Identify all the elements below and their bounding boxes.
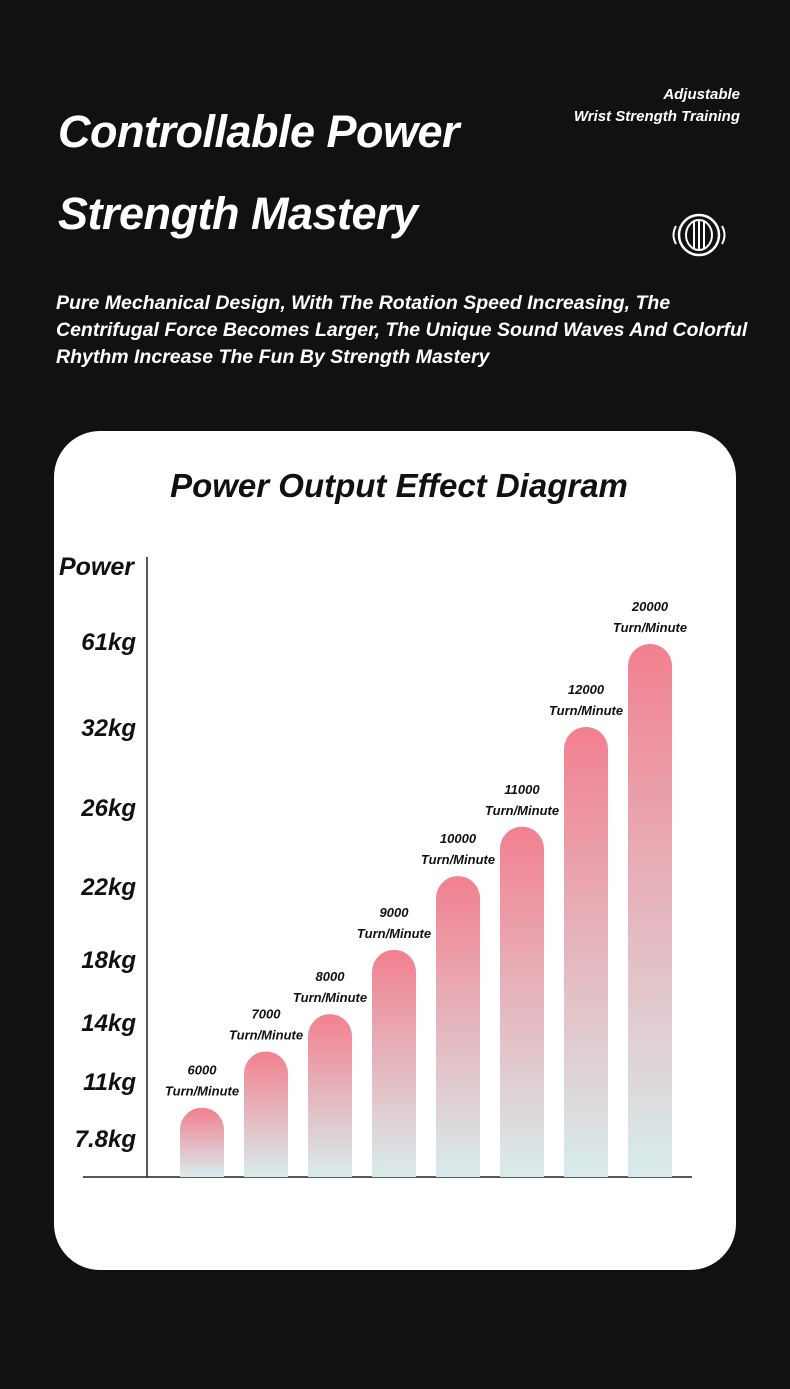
y-tick-label: 11kg — [83, 1069, 136, 1096]
title-line-1: Controllable Power — [58, 106, 460, 157]
bar-unit-label: Turn/Minute — [421, 852, 495, 867]
y-tick-label: 32kg — [81, 715, 136, 742]
chart-card: Power Output Effect Diagram Power 7.8kg 1… — [54, 431, 736, 1270]
bar-value-label: 11000 — [504, 782, 540, 797]
bar-unit-label: Turn/Minute — [165, 1084, 239, 1099]
y-tick-label: 18kg — [81, 947, 136, 974]
bar — [564, 727, 608, 1177]
y-tick-label: 7.8kg — [75, 1126, 137, 1153]
bar-value-label: 7000 — [252, 1007, 282, 1022]
bar-unit-label: Turn/Minute — [549, 703, 623, 718]
bar-value-label: 8000 — [316, 969, 346, 984]
rotating-grip-icon — [668, 210, 730, 265]
bar-unit-label: Turn/Minute — [293, 990, 367, 1005]
bar-unit-label: Turn/Minute — [229, 1028, 303, 1043]
bar — [308, 1014, 352, 1177]
bar-value-label: 10000 — [440, 831, 477, 846]
description: Pure Mechanical Design, With The Rotatio… — [56, 292, 748, 368]
bar-value-label: 12000 — [568, 682, 605, 697]
tag-line-1: Adjustable — [663, 86, 740, 103]
bar-unit-label: Turn/Minute — [613, 620, 687, 635]
y-tick-label: 61kg — [81, 629, 136, 656]
power-chart: Power Output Effect Diagram Power 7.8kg 1… — [59, 467, 692, 1178]
bar-value-label: 9000 — [380, 905, 410, 920]
title-line-2: Strength Mastery — [58, 188, 418, 239]
bar — [372, 949, 416, 1177]
y-tick-label: 26kg — [80, 795, 136, 822]
bar — [628, 643, 672, 1177]
bar-value-label: 6000 — [188, 1063, 218, 1078]
bar-unit-label: Turn/Minute — [485, 803, 559, 818]
bar — [180, 1107, 224, 1177]
chart-title: Power Output Effect Diagram — [170, 467, 628, 504]
y-axis-label: Power — [59, 553, 135, 581]
y-tick-label: 22kg — [80, 874, 136, 901]
bar — [436, 876, 480, 1177]
bar — [244, 1051, 288, 1177]
bar-unit-label: Turn/Minute — [357, 926, 431, 941]
bar-value-label: 20000 — [631, 599, 669, 614]
y-tick-label: 14kg — [81, 1010, 136, 1037]
bar — [500, 826, 544, 1177]
feature-tag: Adjustable Wrist Strength Training — [574, 84, 740, 128]
tag-line-2: Wrist Strength Training — [573, 108, 740, 125]
